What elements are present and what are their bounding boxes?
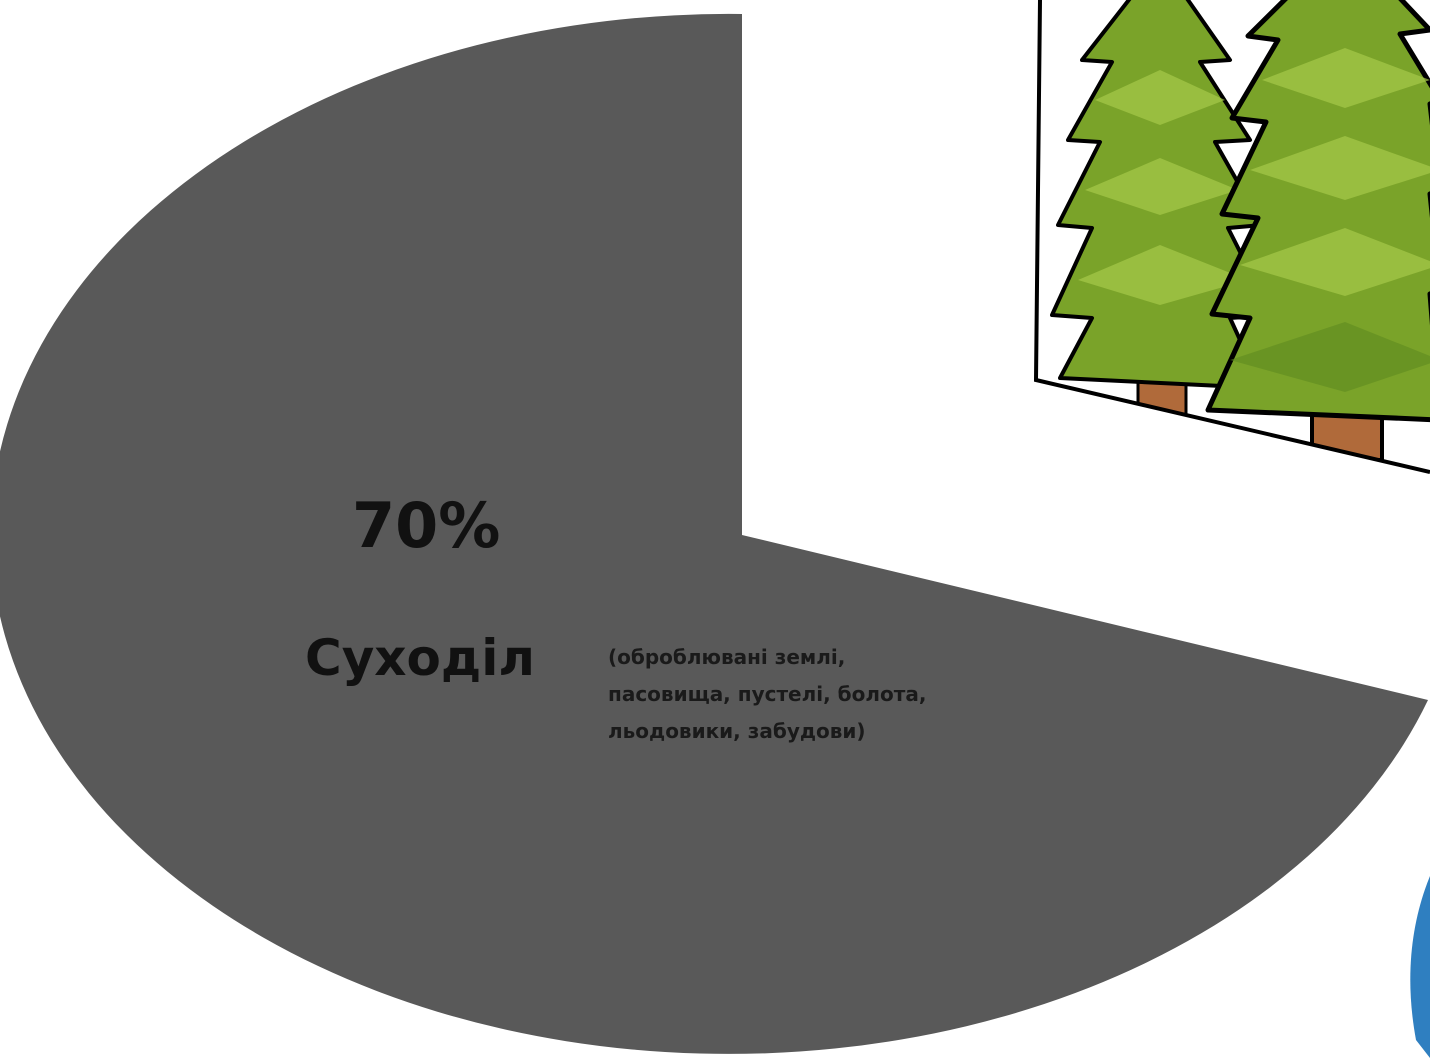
slice-note-line-3: льодовики, забудови): [608, 719, 866, 743]
slice-category-label: Суходіл: [305, 629, 535, 687]
pie-slice-land: [0, 13, 1428, 1054]
pie-slice-water-partial: [1410, 876, 1430, 1058]
slice-note-line-1: (оброблювані землі,: [608, 645, 845, 669]
fir-tree-right-icon: [1205, 0, 1430, 462]
fir-trees-icon: [1033, 0, 1430, 474]
slice-note-line-2: пасовища, пустелі, болота,: [608, 682, 926, 706]
slice-value-label: 70%: [352, 489, 500, 562]
